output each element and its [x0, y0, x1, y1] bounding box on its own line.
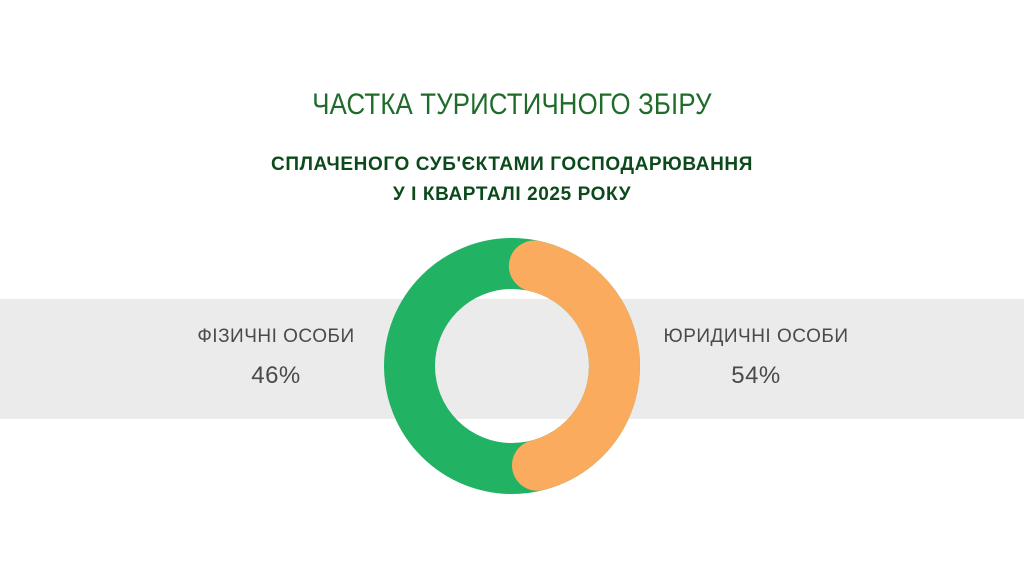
legal-entities-percent: 54% — [731, 362, 781, 389]
chart-subtitle: СПЛАЧЕНОГО СУБ'ЄКТАМИ ГОСПОДАРЮВАННЯ У І… — [0, 150, 1024, 210]
legal-entities-block: ЮРИДИЧНІ ОСОБИ 54% — [656, 326, 856, 390]
legal-entities-label: ЮРИДИЧНІ ОСОБИ — [663, 326, 849, 347]
individuals-percent: 46% — [251, 362, 301, 389]
donut-slice-legal-entities — [508, 240, 640, 491]
gray-band — [0, 299, 1024, 419]
individuals-block: ФІЗИЧНІ ОСОБИ 46% — [186, 326, 366, 390]
chart-title: ЧАСТКА ТУРИСТИЧНОГО ЗБІРУ — [312, 88, 712, 121]
individuals-label: ФІЗИЧНІ ОСОБИ — [197, 326, 355, 347]
subtitle-line-2: У І КВАРТАЛІ 2025 РОКУ — [392, 184, 632, 205]
subtitle-line-1: СПЛАЧЕНОГО СУБ'ЄКТАМИ ГОСПОДАРЮВАННЯ — [271, 154, 753, 175]
donut-chart — [384, 238, 640, 494]
